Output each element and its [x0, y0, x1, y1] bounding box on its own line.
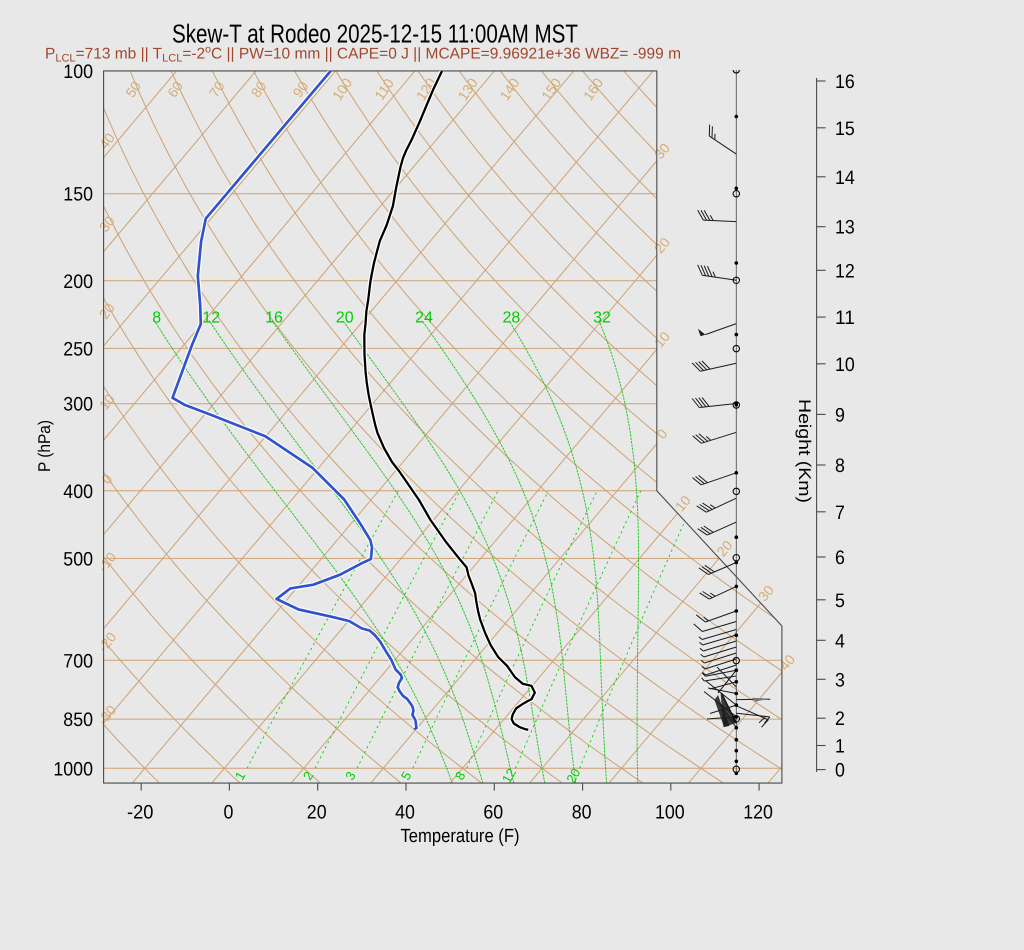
svg-text:15: 15: [835, 118, 855, 140]
svg-text:50: 50: [122, 78, 144, 100]
svg-text:16: 16: [265, 310, 283, 327]
svg-text:12: 12: [202, 310, 220, 327]
svg-text:14: 14: [835, 167, 855, 189]
svg-text:80: 80: [248, 78, 270, 100]
svg-text:16: 16: [835, 71, 855, 93]
svg-text:11: 11: [835, 307, 855, 329]
svg-text:9: 9: [835, 404, 845, 426]
svg-text:28: 28: [503, 310, 521, 327]
svg-text:12: 12: [499, 766, 519, 786]
svg-text:32: 32: [593, 310, 611, 327]
svg-text:-20: -20: [127, 802, 154, 824]
svg-text:500: 500: [63, 548, 93, 570]
svg-text:2: 2: [835, 708, 845, 730]
svg-text:0: 0: [835, 760, 845, 782]
svg-text:12: 12: [835, 260, 855, 282]
svg-text:10: 10: [835, 354, 855, 376]
svg-text:70: 70: [206, 78, 228, 100]
svg-text:60: 60: [164, 78, 186, 100]
svg-text:300: 300: [63, 394, 93, 416]
svg-text:200: 200: [63, 271, 93, 293]
svg-text:5: 5: [835, 590, 845, 612]
svg-text:7: 7: [835, 502, 845, 524]
svg-text:250: 250: [63, 338, 93, 360]
svg-text:700: 700: [63, 650, 93, 672]
svg-text:100: 100: [63, 61, 93, 83]
svg-text:20: 20: [307, 802, 327, 824]
svg-text:P (hPa): P (hPa): [35, 420, 54, 472]
svg-text:8: 8: [835, 455, 845, 477]
svg-text:40: 40: [395, 802, 415, 824]
svg-text:100: 100: [655, 802, 685, 824]
svg-text:13: 13: [835, 217, 855, 239]
svg-text:80: 80: [572, 802, 592, 824]
svg-text:3: 3: [835, 669, 845, 691]
svg-text:400: 400: [63, 481, 93, 503]
svg-text:850: 850: [63, 709, 93, 731]
svg-text:Height (Km): Height (Km): [795, 399, 814, 503]
svg-text:Skew-T at Rodeo 2025-12-15 11:: Skew-T at Rodeo 2025-12-15 11:00AM MST: [172, 19, 578, 49]
svg-text:0: 0: [223, 802, 233, 824]
svg-text:8: 8: [152, 310, 161, 327]
svg-text:1: 1: [835, 736, 845, 758]
svg-text:6: 6: [835, 547, 845, 569]
svg-text:1000: 1000: [53, 758, 93, 780]
svg-text:20: 20: [563, 766, 583, 786]
svg-text:Temperature (F): Temperature (F): [401, 826, 520, 847]
svg-text:60: 60: [483, 802, 503, 824]
svg-text:150: 150: [63, 184, 93, 206]
svg-text:20: 20: [336, 310, 354, 327]
svg-text:24: 24: [415, 310, 433, 327]
svg-text:4: 4: [835, 630, 845, 652]
svg-text:120: 120: [743, 802, 773, 824]
svg-text:90: 90: [289, 78, 311, 100]
svg-text:PLCL=713 mb || TLCL=-2oC || PW: PLCL=713 mb || TLCL=-2oC || PW=10 mm || …: [45, 44, 681, 65]
